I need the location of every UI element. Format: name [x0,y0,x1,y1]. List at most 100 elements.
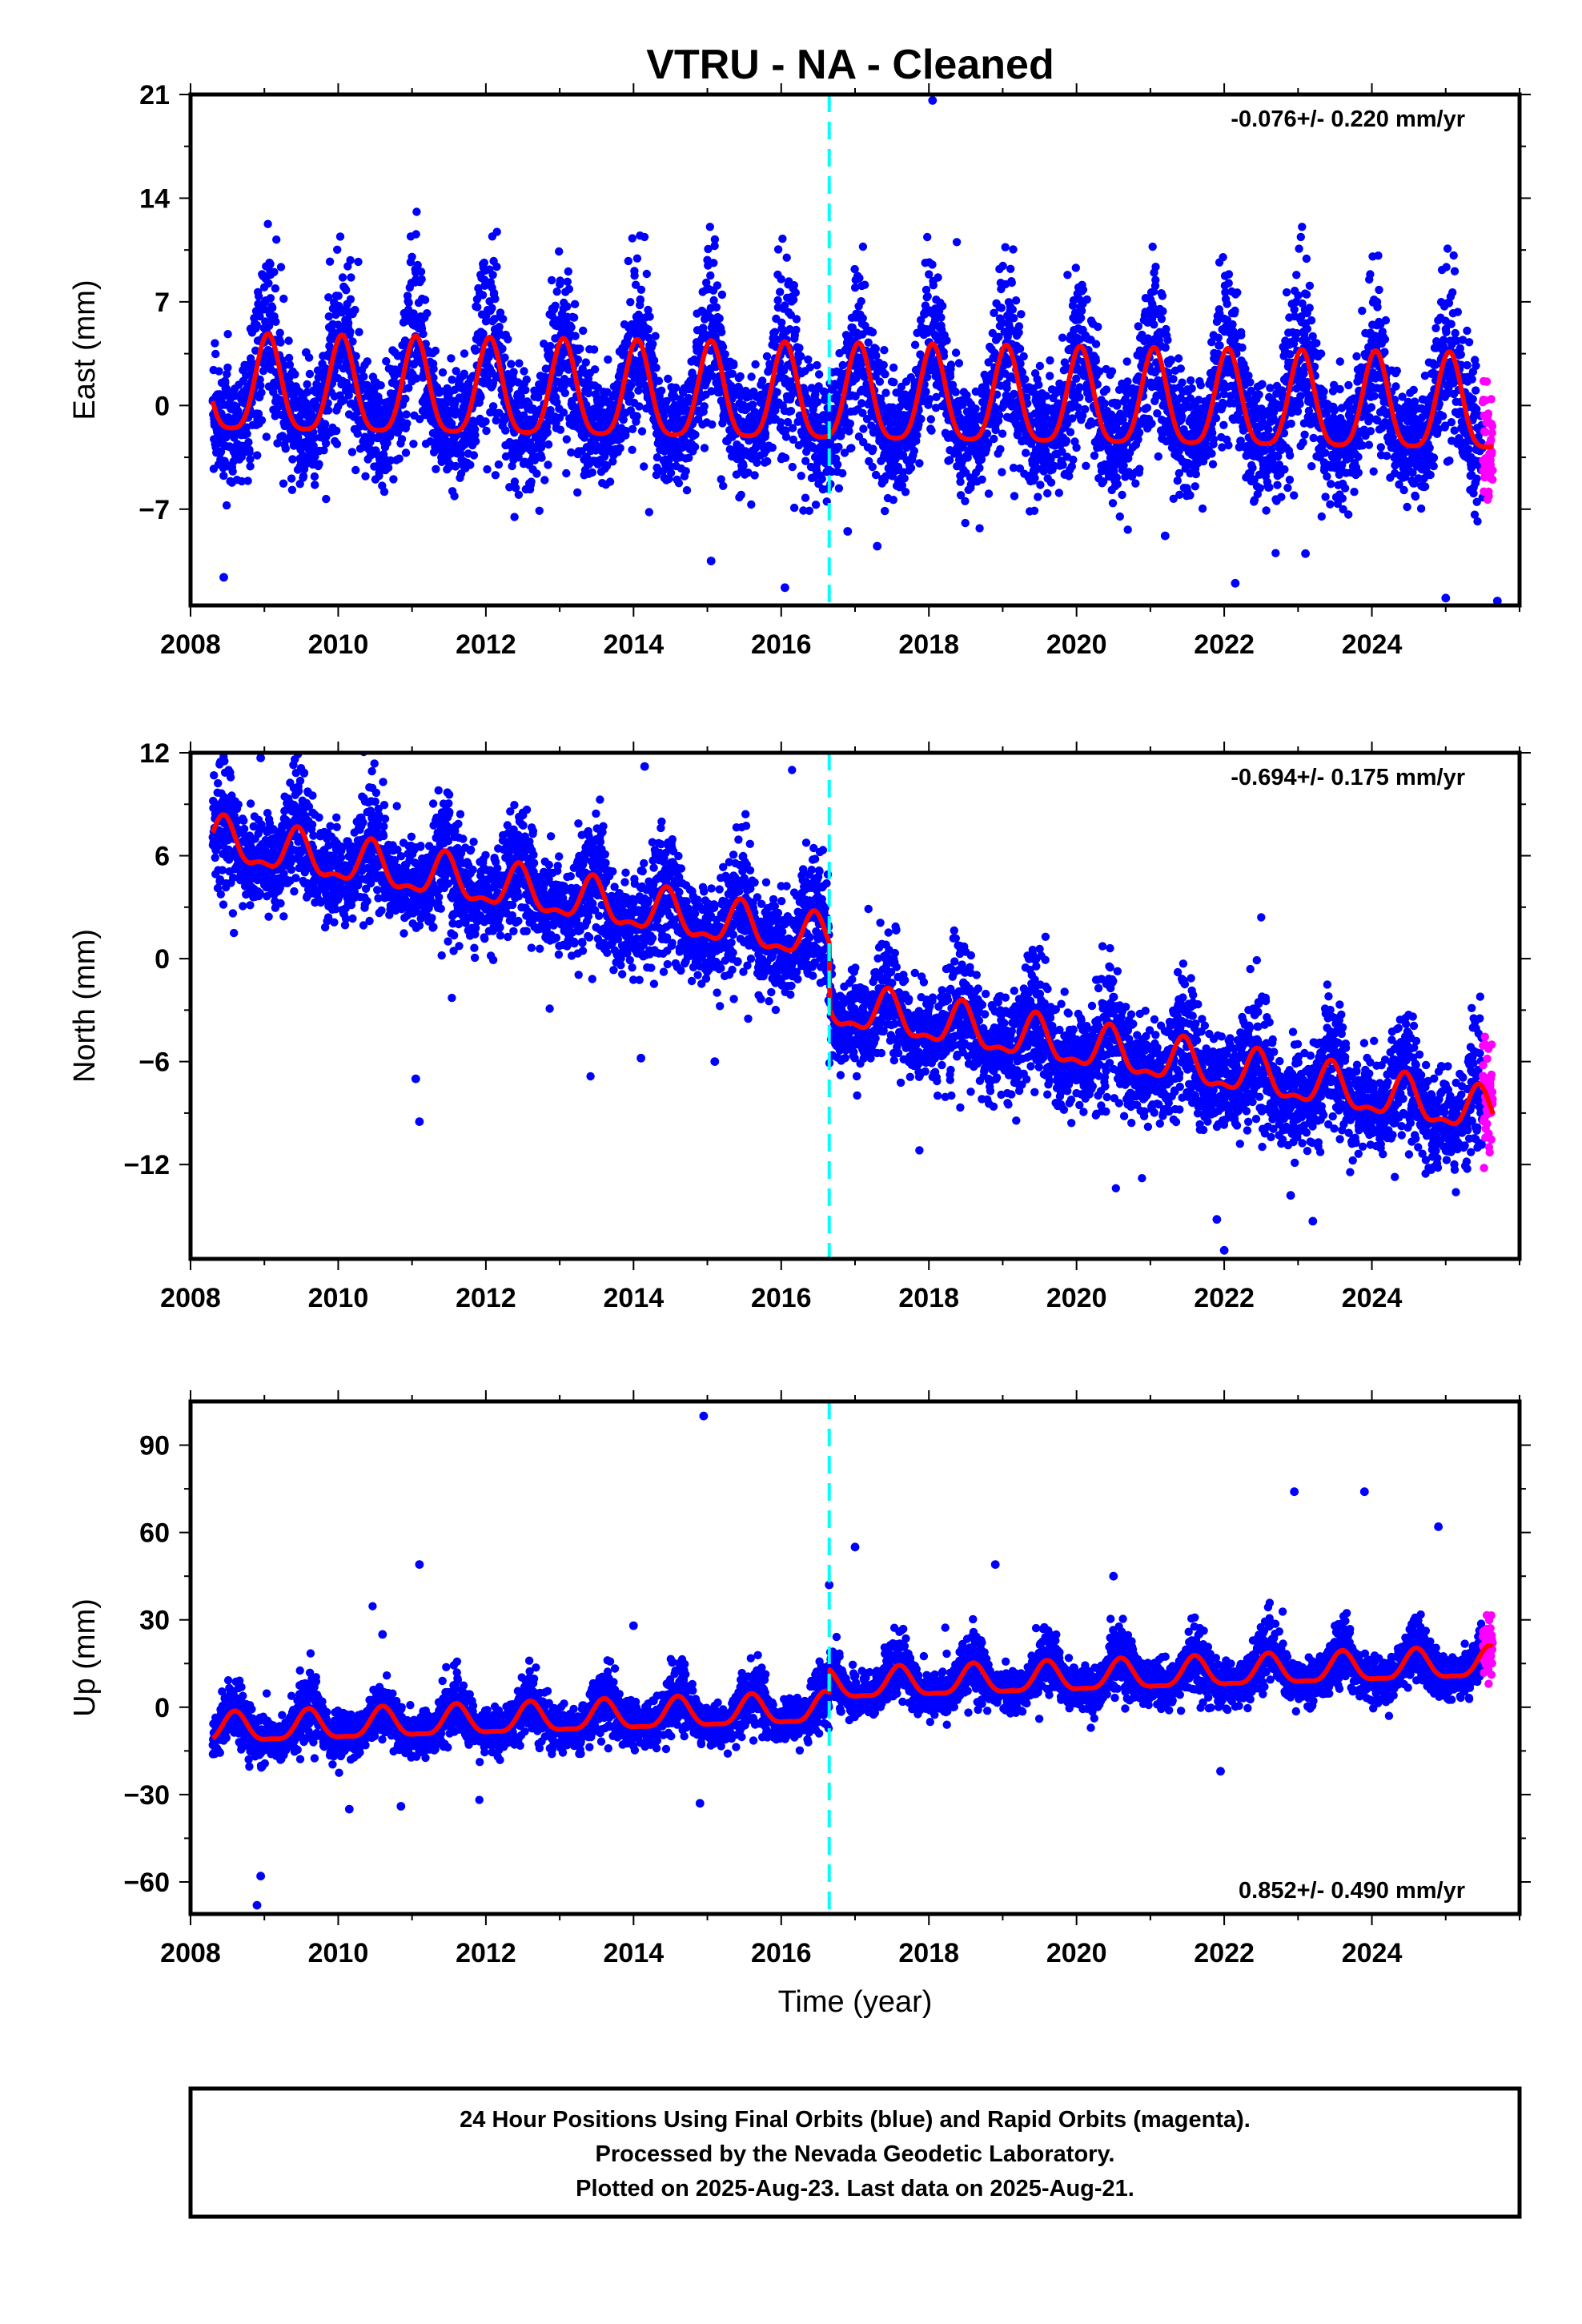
final-orbit-point [256,381,265,390]
final-orbit-point [858,242,868,251]
final-orbit-point [266,259,275,268]
final-orbit-point [347,448,357,456]
final-orbit-point [564,267,572,276]
final-orbit-point [562,468,571,478]
final-orbit-point [473,303,482,312]
final-orbit-point [1215,341,1224,350]
final-orbit-point [644,508,653,517]
final-orbit-point [801,493,810,502]
final-orbit-point [1154,452,1163,461]
final-orbit-point [1122,357,1131,366]
final-orbit-point [1224,440,1233,450]
final-orbit-point [560,388,569,397]
final-orbit-point [401,448,411,457]
final-orbit-point [287,474,296,483]
final-orbit-point [881,370,889,379]
plot-area [208,94,1502,605]
final-orbit-point [813,360,821,370]
final-orbit-point [804,355,813,364]
final-orbit-point [1237,331,1246,340]
final-orbit-point [1123,525,1132,534]
final-orbit-point [279,294,288,304]
final-orbit-point [700,402,709,411]
final-orbit-point [521,385,530,395]
final-orbit-point [432,464,440,473]
final-orbit-point [310,433,319,443]
final-orbit-point [492,416,500,425]
final-orbit-point [934,273,942,282]
final-orbit-point [252,320,261,330]
final-orbit-point [520,367,528,376]
final-orbit-point [556,425,565,434]
final-orbit-point [929,281,938,290]
final-orbit-point [1219,420,1228,429]
final-orbit-point [1100,399,1109,408]
final-orbit-point [946,372,955,381]
final-orbit-point [1191,469,1201,479]
final-orbit-point [353,429,362,438]
final-orbit-point [880,346,889,355]
final-orbit-point [1178,412,1186,421]
final-orbit-point [910,340,920,349]
final-orbit-point [1191,482,1200,491]
final-orbit-point [946,360,956,369]
final-orbit-point [285,360,295,369]
final-orbit-point [343,319,353,328]
final-orbit-point [376,381,385,390]
final-orbit-point [1010,389,1018,399]
final-orbit-point [363,357,371,366]
final-orbit-point [782,253,791,262]
final-orbit-point [664,374,673,384]
final-orbit-point [1062,436,1071,445]
final-orbit-point [861,280,869,289]
final-orbit-point [881,388,890,397]
final-orbit-point [536,443,546,452]
final-orbit-point [1157,315,1166,324]
final-orbit-point [304,353,314,362]
final-orbit-point [1022,448,1030,457]
final-orbit-point [1042,392,1050,400]
final-orbit-point [288,455,297,464]
final-orbit-point [1076,313,1086,323]
final-orbit-point [984,489,994,498]
final-orbit-point [923,292,932,301]
final-orbit-point [359,372,368,381]
final-orbit-point [1034,493,1042,501]
final-orbit-point [786,407,796,416]
final-orbit-point [971,404,980,413]
final-orbit-point [255,375,264,384]
final-orbit-point [1134,428,1144,437]
final-orbit-point [1198,504,1207,513]
final-orbit-point [246,462,255,471]
final-orbit-point [845,419,855,428]
final-orbit-point [491,471,500,480]
final-orbit-point [736,372,745,381]
final-orbit-point [491,295,500,304]
final-orbit-point [332,426,341,436]
final-orbit-point [644,325,652,334]
final-orbit-point [996,444,1005,454]
final-orbit-point [1115,512,1125,521]
final-orbit-point [510,513,519,521]
final-orbit-point [1082,461,1090,470]
final-orbit-point [478,291,488,300]
final-orbit-point [346,295,355,304]
final-orbit-point [537,453,546,462]
final-orbit-point [750,471,759,480]
final-orbit-point [654,376,664,385]
final-orbit-point [768,443,777,452]
final-orbit-point [498,344,507,353]
final-orbit-point [334,292,343,300]
final-orbit-point [355,328,363,336]
final-orbit-point [1091,340,1101,348]
final-orbit-point [1009,245,1018,254]
final-orbit-point [906,464,916,472]
final-orbit-point [1218,398,1227,408]
final-orbit-point [712,303,721,312]
final-orbit-point [1008,305,1018,314]
final-orbit-point [758,376,767,385]
final-orbit-point [719,481,728,490]
final-orbit-point [1142,404,1152,412]
final-orbit-point [901,488,910,497]
final-orbit-point [951,388,961,396]
